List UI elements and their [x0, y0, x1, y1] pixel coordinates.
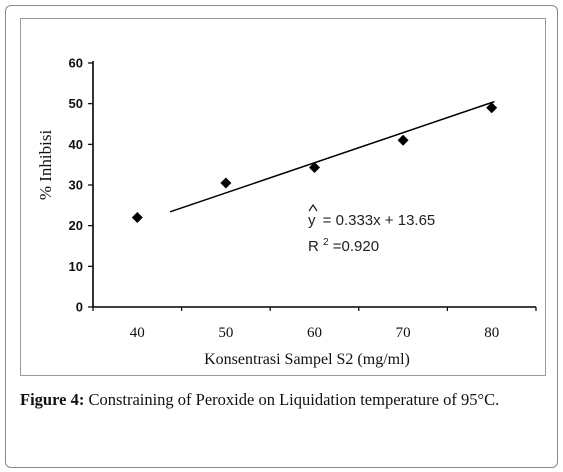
- y-tick-label-0: 0: [76, 300, 83, 315]
- r2-value: =0.920: [333, 238, 379, 255]
- data-points: [131, 102, 498, 224]
- y-tick-label-4: 40: [69, 137, 83, 152]
- scatter-chart: 0 10 20 30 40 50 60 40 50 60 70 80 % Inhibisi Kons…: [36, 56, 537, 368]
- figure-caption: Figure 4: Constraining of Peroxide on Li…: [20, 388, 556, 411]
- x-tick-label-0: 40: [130, 325, 145, 341]
- caption-label: Figure 4:: [20, 390, 85, 409]
- regression-equation: y = 0.333x + 13.65: [308, 212, 435, 229]
- r-squared: R 2 =0.920: [308, 232, 379, 255]
- data-point-4: [486, 102, 498, 114]
- y-hat-caret: [308, 203, 318, 212]
- equation-y-hat: y: [308, 212, 316, 229]
- data-point-2: [309, 162, 320, 174]
- chart-area: 0 10 20 30 40 50 60 40 50 60 70 80 % Inhibisi Kons…: [20, 18, 546, 376]
- y-tick-label-1: 10: [69, 259, 83, 274]
- x-tick-label-3: 70: [396, 325, 411, 341]
- x-axis: 40 50 60 70 80: [92, 306, 537, 341]
- y-axis: 0 10 20 30 40 50 60: [69, 56, 94, 315]
- x-tick-label-2: 60: [307, 325, 322, 341]
- trendline: [169, 100, 495, 213]
- r2-superscript: 2: [323, 237, 329, 248]
- r2-label: R: [308, 238, 319, 255]
- y-axis-title: % Inhibisi: [36, 130, 55, 201]
- data-point-0: [131, 212, 143, 224]
- caption-text: Constraining of Peroxide on Liquidation …: [84, 390, 500, 409]
- y-tick-label-3: 30: [69, 178, 83, 193]
- y-tick-label-2: 20: [69, 218, 83, 233]
- x-tick-label-1: 50: [218, 325, 233, 341]
- data-point-1: [220, 177, 232, 189]
- data-point-3: [397, 134, 409, 146]
- y-tick-label-6: 60: [69, 56, 83, 71]
- equation-body: = 0.333x + 13.65: [323, 212, 436, 229]
- x-tick-label-4: 80: [484, 325, 499, 341]
- x-axis-title: Konsentrasi Sampel S2 (mg/ml): [204, 351, 410, 368]
- figure-frame: 0 10 20 30 40 50 60 40 50 60 70 80 % Inhibisi Kons…: [5, 5, 558, 468]
- trendline-line: [169, 100, 495, 213]
- y-tick-label-5: 50: [69, 96, 83, 111]
